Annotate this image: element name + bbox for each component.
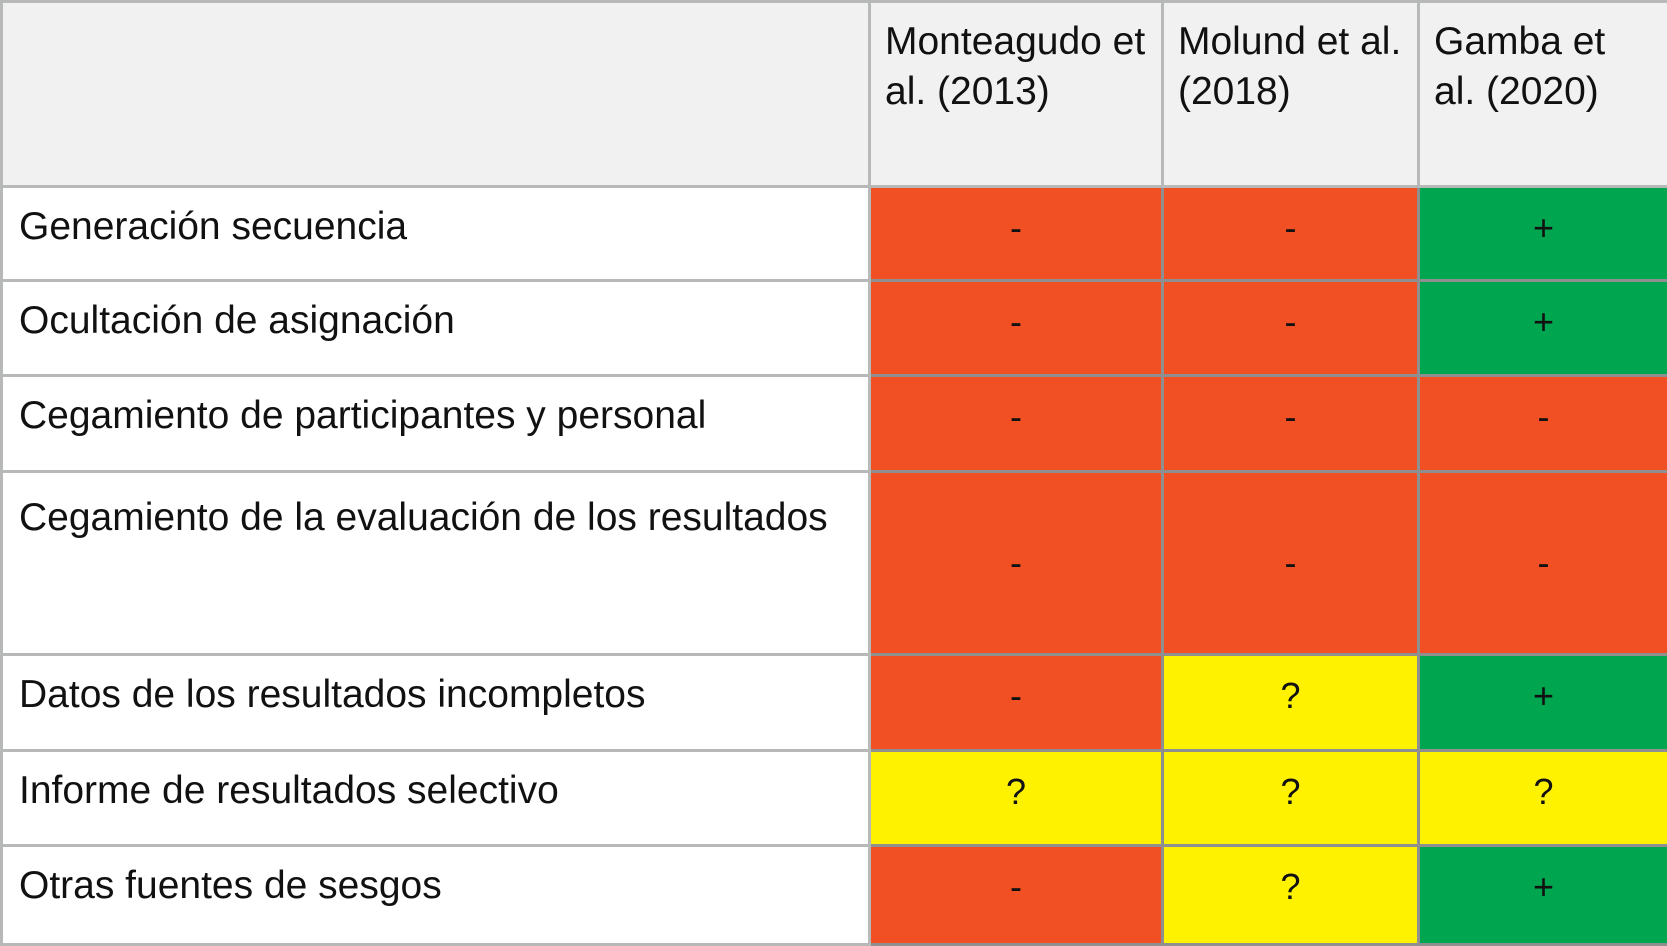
rating-cell: - — [870, 281, 1163, 376]
rating-cell: ? — [1419, 751, 1667, 846]
row-label: Ocultación de asignación — [2, 281, 870, 376]
table-row: Datos de los resultados incompletos - ? … — [2, 655, 1667, 751]
column-header-gamba: Gamba et al. (2020) — [1419, 2, 1667, 187]
table-row: Cegamiento de la evaluación de los resul… — [2, 472, 1667, 655]
rating-cell: - — [1163, 472, 1419, 655]
rating-cell: - — [870, 187, 1163, 281]
table-row: Otras fuentes de sesgos - ? + — [2, 846, 1667, 945]
column-header-molund: Molund et al. (2018) — [1163, 2, 1419, 187]
rating-cell: - — [1419, 472, 1667, 655]
rating-cell: + — [1419, 846, 1667, 945]
row-label: Otras fuentes de sesgos — [2, 846, 870, 945]
rating-cell: ? — [1163, 655, 1419, 751]
row-label: Generación secuencia — [2, 187, 870, 281]
table-row: Generación secuencia - - + — [2, 187, 1667, 281]
table-row: Cegamiento de participantes y personal -… — [2, 376, 1667, 472]
rating-cell: + — [1419, 187, 1667, 281]
rating-cell: - — [1163, 281, 1419, 376]
row-label: Cegamiento de la evaluación de los resul… — [2, 472, 870, 655]
table-row: Informe de resultados selectivo ? ? ? — [2, 751, 1667, 846]
column-header-monteagudo: Monteagudo et al. (2013) — [870, 2, 1163, 187]
rating-cell: ? — [1163, 846, 1419, 945]
header-corner-cell — [2, 2, 870, 187]
rating-cell: - — [870, 376, 1163, 472]
row-label: Datos de los resultados incompletos — [2, 655, 870, 751]
rating-cell: - — [1163, 376, 1419, 472]
row-label: Informe de resultados selectivo — [2, 751, 870, 846]
rating-cell: + — [1419, 655, 1667, 751]
rating-cell: + — [1419, 281, 1667, 376]
rating-cell: ? — [1163, 751, 1419, 846]
row-label: Cegamiento de participantes y personal — [2, 376, 870, 472]
rating-cell: - — [1419, 376, 1667, 472]
rating-cell: - — [870, 846, 1163, 945]
rating-cell: - — [870, 655, 1163, 751]
rating-cell: ? — [870, 751, 1163, 846]
rating-cell: - — [870, 472, 1163, 655]
rating-cell: - — [1163, 187, 1419, 281]
header-row: Monteagudo et al. (2013) Molund et al. (… — [2, 2, 1667, 187]
table-row: Ocultación de asignación - - + — [2, 281, 1667, 376]
